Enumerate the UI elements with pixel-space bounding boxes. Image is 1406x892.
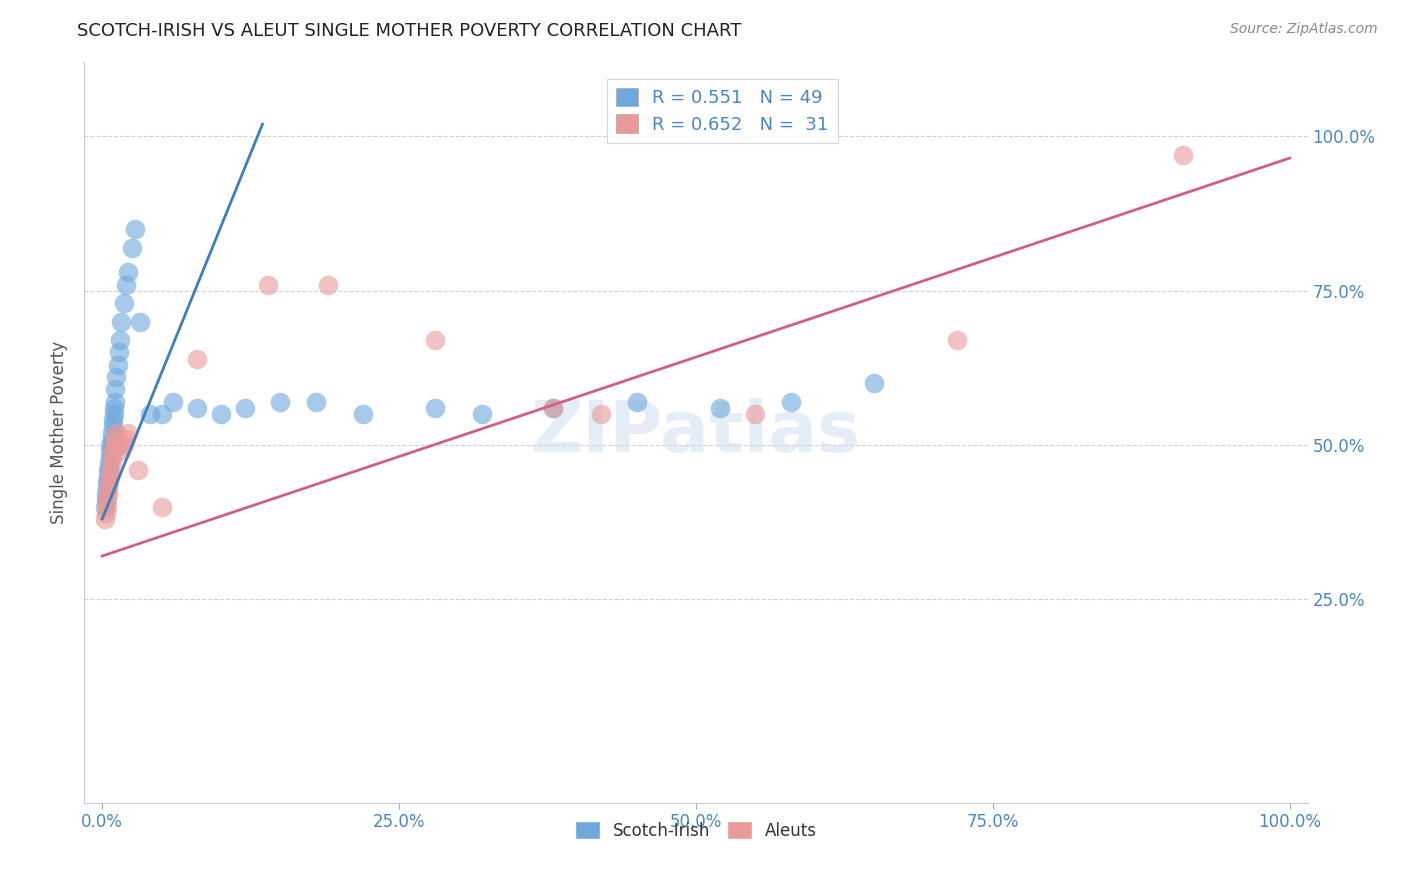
Point [863, 376, 886, 391]
Point [101, 444, 124, 458]
Point [305, 394, 328, 409]
Point [105, 370, 128, 384]
Point [100, 450, 122, 465]
Point [101, 413, 124, 427]
Point [101, 419, 124, 434]
Point [97, 487, 120, 501]
Point [110, 444, 132, 458]
Point [316, 277, 339, 292]
Point [108, 333, 131, 347]
Point [744, 407, 766, 421]
Point [471, 407, 494, 421]
Point [103, 407, 125, 421]
Point [93, 500, 115, 514]
Point [115, 432, 138, 446]
Point [110, 315, 132, 329]
Point [94, 493, 117, 508]
Point [107, 438, 129, 452]
Point [100, 462, 122, 476]
Point [100, 425, 122, 440]
Point [94, 506, 117, 520]
Point [96, 500, 118, 514]
Point [100, 444, 122, 458]
Point [138, 407, 160, 421]
Point [112, 296, 135, 310]
Point [124, 222, 146, 236]
Point [626, 394, 648, 409]
Point [98, 462, 121, 476]
Text: Source: ZipAtlas.com: Source: ZipAtlas.com [1230, 22, 1378, 37]
Point [96, 475, 118, 489]
Point [423, 401, 446, 415]
Point [100, 432, 122, 446]
Point [107, 345, 129, 359]
Point [103, 401, 125, 415]
Text: ZIPatlas: ZIPatlas [531, 398, 860, 467]
Point [97, 475, 120, 489]
Point [129, 315, 152, 329]
Point [1171, 148, 1194, 162]
Point [186, 401, 208, 415]
Point [186, 351, 208, 366]
Point [100, 450, 122, 465]
Point [946, 333, 969, 347]
Point [94, 487, 117, 501]
Point [150, 500, 173, 514]
Point [127, 462, 149, 476]
Point [97, 462, 120, 476]
Point [100, 468, 122, 483]
Point [117, 265, 139, 279]
Legend: Scotch-Irish, Aleuts: Scotch-Irish, Aleuts [568, 814, 824, 847]
Point [100, 438, 122, 452]
Y-axis label: Single Mother Poverty: Single Mother Poverty [51, 341, 69, 524]
Point [96, 481, 118, 495]
Point [100, 457, 122, 471]
Point [107, 358, 129, 372]
Point [104, 394, 127, 409]
Point [98, 475, 121, 489]
Point [233, 401, 256, 415]
Point [150, 407, 173, 421]
Point [780, 394, 803, 409]
Point [115, 277, 138, 292]
Point [209, 407, 232, 421]
Point [589, 407, 612, 421]
Point [543, 401, 565, 415]
Point [423, 333, 446, 347]
Point [98, 457, 121, 471]
Point [93, 512, 115, 526]
Point [121, 240, 143, 255]
Point [269, 394, 291, 409]
Point [104, 383, 127, 397]
Point [117, 425, 139, 440]
Point [543, 401, 565, 415]
Point [100, 438, 122, 452]
Point [709, 401, 731, 415]
Point [257, 277, 280, 292]
Point [162, 394, 184, 409]
Text: SCOTCH-IRISH VS ALEUT SINGLE MOTHER POVERTY CORRELATION CHART: SCOTCH-IRISH VS ALEUT SINGLE MOTHER POVE… [77, 22, 742, 40]
Point [103, 438, 125, 452]
Point [97, 468, 120, 483]
Point [97, 481, 120, 495]
Point [105, 425, 128, 440]
Point [96, 493, 118, 508]
Point [112, 438, 135, 452]
Point [104, 432, 127, 446]
Point [352, 407, 374, 421]
